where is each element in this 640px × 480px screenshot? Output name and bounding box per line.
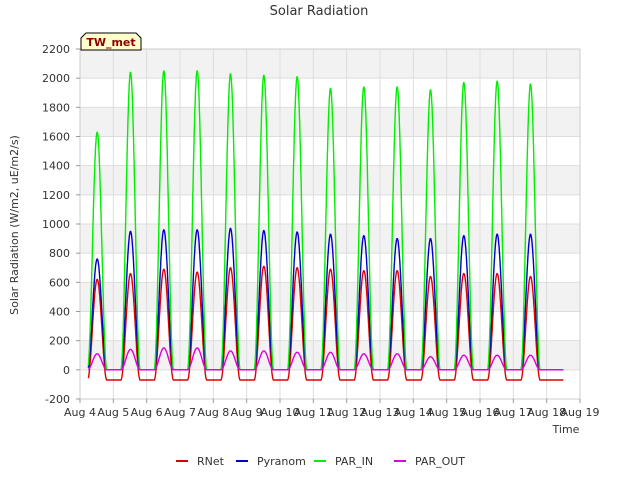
x-tick-label: Aug 19 [561, 406, 600, 419]
station-badge: TW_met [80, 32, 142, 51]
legend-label: RNet [197, 455, 225, 468]
x-tick-label: Aug 16 [461, 406, 500, 419]
y-tick-label: 400 [49, 306, 70, 319]
x-tick-label: Aug 10 [261, 406, 300, 419]
x-tick-label: Aug 13 [361, 406, 400, 419]
series-line-par-out [87, 347, 564, 371]
legend-label: Pyranom [257, 455, 306, 468]
x-tick-label: Aug 18 [527, 406, 566, 419]
y-tick-label: 1200 [42, 189, 70, 202]
x-axis-title: Time [552, 423, 580, 436]
legend-label: PAR_IN [335, 455, 373, 468]
y-tick-label: 2200 [42, 43, 70, 56]
x-tick-label: Aug 5 [97, 406, 129, 419]
legend: RNet Pyranom PAR_IN PAR_OUT [176, 455, 465, 468]
x-tick-label: Aug 17 [494, 406, 533, 419]
x-tick-label: Aug 9 [231, 406, 263, 419]
y-tick-label: 2000 [42, 72, 70, 85]
x-tick-label: Aug 8 [197, 406, 229, 419]
chart-title: Solar Radiation [270, 4, 369, 19]
plot-band [80, 49, 580, 79]
station-badge-box [80, 32, 142, 51]
series-line-rnet [87, 265, 564, 381]
legend-label: PAR_OUT [415, 455, 465, 468]
y-tick-label: 1400 [42, 160, 70, 173]
y-tick-label: 1800 [42, 101, 70, 114]
y-axis: -200 0 200 400 600 800 1000 1200 1400 1600 1800 200… [42, 43, 80, 406]
x-tick-label: Aug 12 [327, 406, 366, 419]
x-tick-label: Aug 15 [427, 406, 466, 419]
y-tick-label: 0 [63, 364, 70, 377]
station-badge-label: TW_met [86, 36, 135, 49]
y-tick-label: 200 [49, 335, 70, 348]
y-axis-title: Solar Radiation (W/m2, uE/m2/s) [8, 135, 21, 315]
y-tick-label: 1000 [42, 218, 70, 231]
plot-band [80, 165, 580, 195]
y-tick-label: 800 [49, 247, 70, 260]
x-tick-label: Aug 4 [64, 406, 96, 419]
y-tick-label: 1600 [42, 131, 70, 144]
x-tick-label: Aug 7 [164, 406, 196, 419]
x-tick-label: Aug 6 [131, 406, 163, 419]
x-tick-label: Aug 11 [294, 406, 333, 419]
y-tick-label: -200 [45, 393, 70, 406]
plot-band [80, 107, 580, 137]
y-tick-label: 600 [49, 276, 70, 289]
x-tick-label: Aug 14 [394, 406, 433, 419]
plot-band [80, 282, 580, 312]
